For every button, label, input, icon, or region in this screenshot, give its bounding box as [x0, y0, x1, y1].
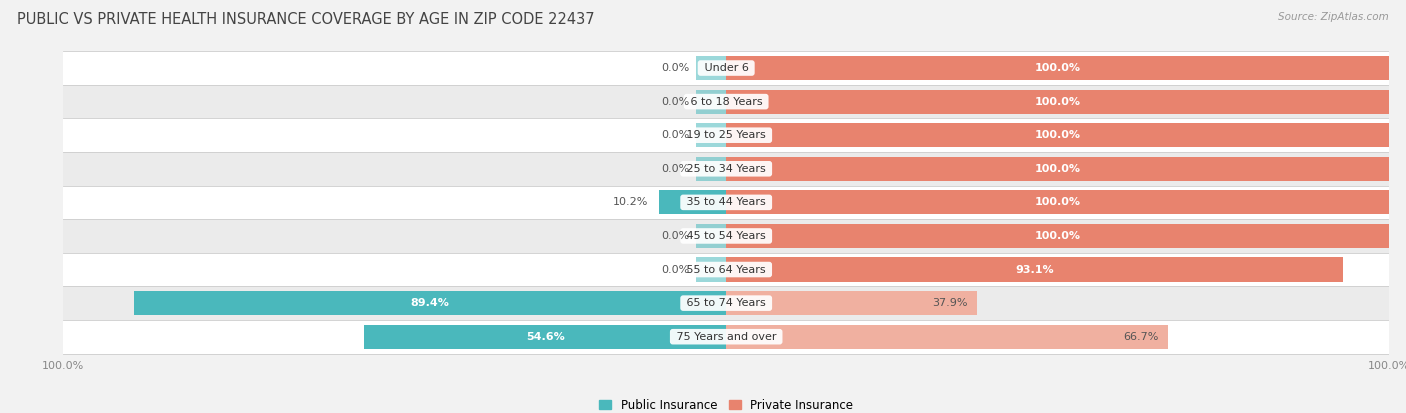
Text: 37.9%: 37.9% [932, 298, 967, 308]
Text: 89.4%: 89.4% [411, 298, 450, 308]
Bar [725, 56, 1389, 80]
Bar [63, 286, 1389, 320]
Bar [134, 291, 725, 315]
Bar [725, 325, 1168, 349]
Bar [658, 190, 725, 214]
Bar [725, 123, 1389, 147]
Bar [725, 157, 1389, 181]
Bar [63, 51, 1389, 85]
Text: 93.1%: 93.1% [1015, 265, 1054, 275]
Bar [63, 85, 1389, 119]
Bar [725, 190, 1389, 214]
Text: 100.0%: 100.0% [1035, 63, 1081, 73]
Text: 100.0%: 100.0% [1035, 197, 1081, 207]
Text: PUBLIC VS PRIVATE HEALTH INSURANCE COVERAGE BY AGE IN ZIP CODE 22437: PUBLIC VS PRIVATE HEALTH INSURANCE COVER… [17, 12, 595, 27]
Bar [696, 157, 725, 181]
Bar [696, 224, 725, 248]
Text: 100.0%: 100.0% [1035, 97, 1081, 107]
Bar [725, 257, 1343, 282]
Text: 0.0%: 0.0% [661, 231, 690, 241]
Text: 0.0%: 0.0% [661, 164, 690, 174]
Text: 19 to 25 Years: 19 to 25 Years [683, 130, 769, 140]
Text: Under 6: Under 6 [700, 63, 752, 73]
Bar [696, 257, 725, 282]
Text: 0.0%: 0.0% [661, 97, 690, 107]
Bar [63, 219, 1389, 253]
Text: 65 to 74 Years: 65 to 74 Years [683, 298, 769, 308]
Bar [63, 185, 1389, 219]
Text: 54.6%: 54.6% [526, 332, 565, 342]
Bar [696, 123, 725, 147]
Text: 100.0%: 100.0% [1035, 164, 1081, 174]
Bar [725, 90, 1389, 114]
Legend: Public Insurance, Private Insurance: Public Insurance, Private Insurance [595, 394, 858, 413]
Bar [63, 119, 1389, 152]
Text: 35 to 44 Years: 35 to 44 Years [683, 197, 769, 207]
Text: 25 to 34 Years: 25 to 34 Years [683, 164, 769, 174]
Text: 66.7%: 66.7% [1123, 332, 1159, 342]
Text: 100.0%: 100.0% [1035, 130, 1081, 140]
Bar [63, 152, 1389, 185]
Bar [696, 90, 725, 114]
Bar [725, 291, 977, 315]
Text: 6 to 18 Years: 6 to 18 Years [686, 97, 766, 107]
Text: 0.0%: 0.0% [661, 63, 690, 73]
Bar [364, 325, 725, 349]
Bar [696, 56, 725, 80]
Bar [63, 253, 1389, 286]
Text: 100.0%: 100.0% [1035, 231, 1081, 241]
Text: 45 to 54 Years: 45 to 54 Years [683, 231, 769, 241]
Text: 10.2%: 10.2% [613, 197, 648, 207]
Text: 0.0%: 0.0% [661, 130, 690, 140]
Bar [725, 224, 1389, 248]
Text: 75 Years and over: 75 Years and over [672, 332, 780, 342]
Text: 0.0%: 0.0% [661, 265, 690, 275]
Text: Source: ZipAtlas.com: Source: ZipAtlas.com [1278, 12, 1389, 22]
Bar [63, 320, 1389, 354]
Text: 55 to 64 Years: 55 to 64 Years [683, 265, 769, 275]
